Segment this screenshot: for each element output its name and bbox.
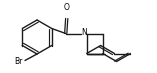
Text: Br: Br bbox=[15, 58, 23, 67]
Text: N: N bbox=[82, 28, 87, 37]
Text: O: O bbox=[64, 4, 70, 12]
